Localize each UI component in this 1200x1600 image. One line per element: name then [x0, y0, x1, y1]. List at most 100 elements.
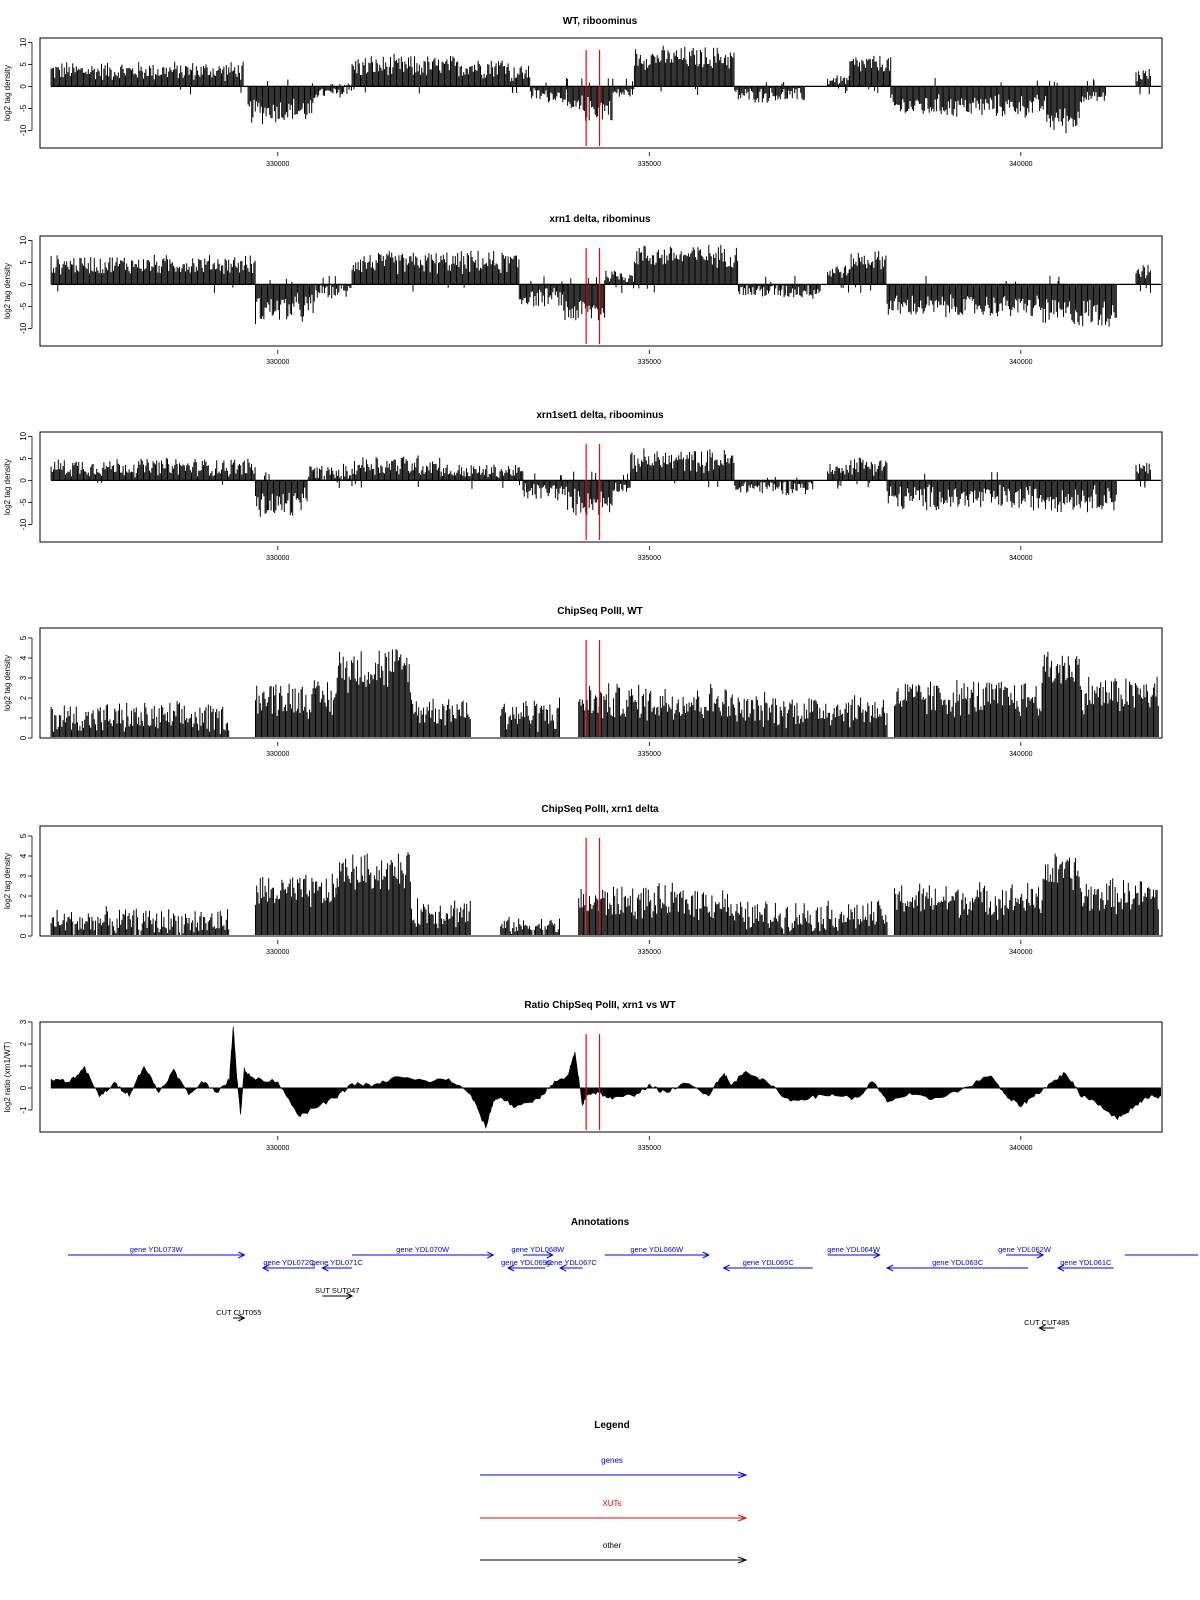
legend-title: Legend: [594, 1420, 630, 1431]
legend-label: XUTs: [602, 1499, 621, 1508]
x-tick-label: 335000: [638, 1145, 661, 1152]
arrow-head-left-icon: [261, 1264, 270, 1272]
x-tick-label: 330000: [266, 1145, 289, 1152]
data-bar-group: [1135, 69, 1151, 87]
feature-label: gene YDL071C: [312, 1258, 364, 1267]
data-bar-group: [567, 480, 613, 516]
legend: Legend genes XUTs other: [480, 1420, 748, 1564]
data-bar-group: [734, 86, 805, 103]
data-bar-group: [849, 55, 892, 87]
data-bar-group: [842, 457, 888, 481]
arrow-head-right-icon: [487, 1251, 495, 1259]
data-bar-group: [529, 86, 567, 103]
data-bar-group: [1079, 878, 1159, 935]
y-tick-label: 5: [19, 635, 28, 640]
data-bar-group: [351, 250, 520, 285]
y-tick-label: 4: [19, 853, 28, 858]
feature-label: SUT SUT047: [315, 1286, 359, 1295]
feature-label: gene YDL068W: [511, 1245, 565, 1254]
chart-title: ChipSeq PolII, WT: [557, 606, 643, 617]
data-bar-group: [307, 463, 353, 481]
legend-label: genes: [601, 1456, 623, 1465]
plot-frame: [39, 1021, 1163, 1133]
feature-label: gene YDL066W: [630, 1245, 684, 1254]
x-tick-label: 330000: [266, 555, 289, 562]
x-tick-label: 335000: [638, 949, 661, 956]
data-bar-group: [890, 86, 1048, 118]
data-bar-group: [255, 480, 308, 517]
data-bar-group: [894, 882, 1043, 935]
data-bar-group: [507, 65, 531, 87]
x-tick-label: 330000: [266, 949, 289, 956]
data-bar-group: [344, 83, 353, 87]
chart-title: WT, riboominus: [563, 16, 638, 27]
data-bar-group: [411, 898, 471, 935]
y-tick-label: 10: [19, 37, 28, 46]
data-layer: [50, 852, 1159, 935]
chart-panel-2: xrn1 delta, ribominus -10 -5 0 5 10 log2 tag d…: [3, 214, 1163, 366]
data-bar-group: [630, 448, 735, 481]
data-bar-group: [1079, 676, 1159, 737]
arrow-head-right-icon: [238, 1251, 246, 1259]
x-tick-label: 340000: [1009, 751, 1032, 758]
data-bar-group: [1135, 264, 1151, 285]
feature-label: CUT CUT055: [216, 1308, 261, 1317]
ratio-area: [50, 1026, 1161, 1130]
arrow-head-right-icon: [737, 1471, 748, 1479]
data-layer: [50, 448, 1161, 517]
data-bar-group: [730, 900, 888, 935]
y-tick-label: 3: [19, 1019, 28, 1024]
data-bar-group: [827, 75, 850, 87]
data-bar-group: [50, 254, 256, 285]
y-tick-label: 0: [19, 735, 28, 740]
data-bar-group: [50, 701, 230, 737]
data-layer: [50, 45, 1161, 134]
y-axis-label: log2 tag density: [3, 459, 12, 515]
data-bar-group: [50, 906, 230, 935]
y-tick-label: 3: [19, 675, 28, 680]
y-tick-label: 0: [19, 1085, 28, 1090]
y-tick-label: 1: [19, 913, 28, 918]
plot-frame: [39, 431, 1163, 543]
data-bar-group: [255, 873, 338, 935]
y-tick-label: 1: [19, 715, 28, 720]
plot-frame: [39, 37, 1163, 149]
data-bar-group: [1135, 463, 1151, 481]
data-bar-group: [1046, 86, 1080, 134]
arrow-head-right-icon: [1036, 1251, 1045, 1259]
y-axis-label: log2 tag density: [3, 853, 12, 909]
y-tick-label: 5: [19, 833, 28, 838]
data-bar-group: [255, 680, 338, 737]
y-tick-label: -5: [19, 104, 28, 112]
x-tick-label: 340000: [1009, 161, 1032, 168]
data-bar-group: [730, 692, 888, 737]
chart-title: xrn1set1 delta, riboominus: [536, 410, 664, 421]
feature-label: gene YDL065C: [743, 1258, 795, 1267]
data-bar-group: [522, 480, 568, 501]
data-layer: [50, 244, 1161, 327]
y-tick-label: 2: [19, 893, 28, 898]
y-tick-label: 5: [19, 260, 28, 265]
y-tick-label: 5: [19, 62, 28, 67]
feature-label: gene YDL064W: [827, 1245, 881, 1254]
data-bar-group: [500, 916, 560, 935]
y-tick-label: -10: [19, 124, 28, 136]
data-bar-group: [351, 53, 509, 87]
legend-label: other: [603, 1541, 622, 1550]
data-bar-group: [247, 86, 315, 125]
x-tick-label: 340000: [1009, 1145, 1032, 1152]
chart-panel-3: xrn1set1 delta, riboominus -10 -5 0 5 10 log2 …: [3, 410, 1163, 562]
y-tick-label: 4: [19, 655, 28, 660]
chart-panel-5: ChipSeq PolII, xrn1 delta 0 1 2 3 4 5 log2 tag …: [3, 804, 1163, 956]
arrow-head-left-icon: [507, 1264, 515, 1272]
y-tick-label: -10: [19, 518, 28, 530]
data-bar-group: [611, 86, 635, 97]
y-tick-label: 0: [19, 933, 28, 938]
arrow-head-right-icon: [737, 1514, 748, 1522]
data-bar-group: [50, 458, 256, 481]
y-tick-label: 5: [19, 456, 28, 461]
y-tick-label: 2: [19, 1041, 28, 1046]
data-bar-group: [578, 683, 731, 737]
data-bar-group: [1079, 86, 1106, 103]
